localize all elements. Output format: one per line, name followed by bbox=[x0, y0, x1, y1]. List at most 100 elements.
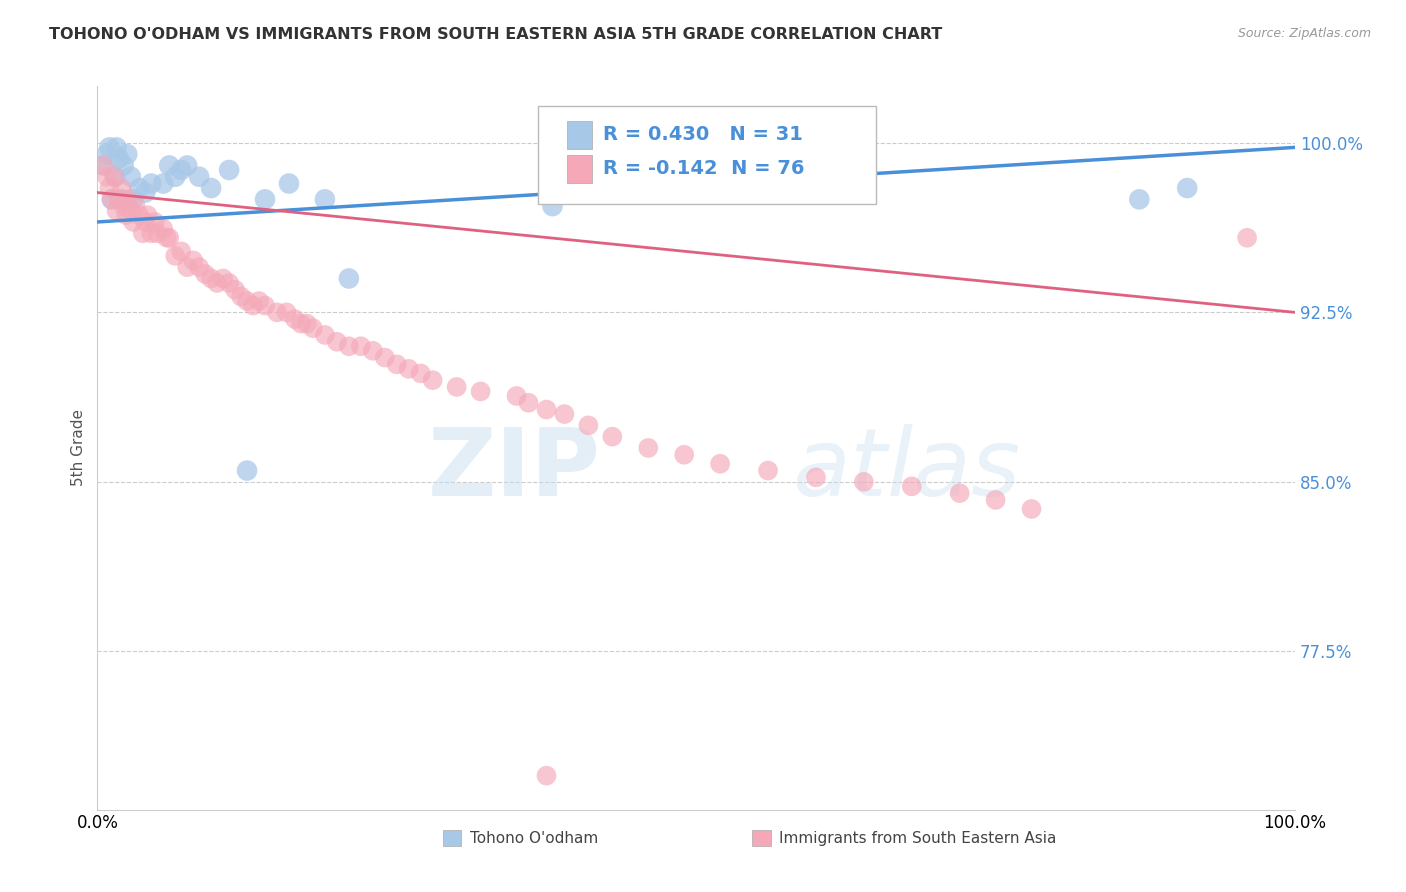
Point bbox=[152, 177, 174, 191]
Point bbox=[110, 192, 132, 206]
Point bbox=[200, 181, 222, 195]
Point bbox=[253, 192, 276, 206]
Point bbox=[236, 464, 259, 478]
Point bbox=[266, 305, 288, 319]
Point bbox=[117, 192, 139, 206]
Text: TOHONO O'ODHAM VS IMMIGRANTS FROM SOUTH EASTERN ASIA 5TH GRADE CORRELATION CHART: TOHONO O'ODHAM VS IMMIGRANTS FROM SOUTH … bbox=[49, 27, 942, 42]
Point bbox=[756, 464, 779, 478]
Point bbox=[141, 177, 163, 191]
Point bbox=[176, 158, 198, 172]
Point bbox=[470, 384, 492, 399]
Point bbox=[673, 448, 696, 462]
Point bbox=[350, 339, 373, 353]
Point bbox=[194, 267, 217, 281]
Point bbox=[96, 147, 118, 161]
Point bbox=[112, 158, 135, 172]
Point bbox=[398, 362, 420, 376]
Point bbox=[98, 181, 121, 195]
Point bbox=[637, 441, 659, 455]
Point bbox=[290, 317, 312, 331]
Point bbox=[115, 208, 138, 222]
Point bbox=[314, 192, 336, 206]
Point bbox=[128, 181, 150, 195]
Point bbox=[176, 260, 198, 275]
Point bbox=[112, 199, 135, 213]
Point bbox=[253, 299, 276, 313]
Point bbox=[278, 177, 301, 191]
Y-axis label: 5th Grade: 5th Grade bbox=[72, 409, 86, 486]
Point bbox=[122, 215, 145, 229]
Point bbox=[900, 479, 922, 493]
Point bbox=[1128, 192, 1150, 206]
Point bbox=[949, 486, 972, 500]
Point bbox=[1175, 181, 1198, 195]
Point bbox=[120, 169, 142, 184]
Point bbox=[374, 351, 396, 365]
Point bbox=[505, 389, 527, 403]
Text: Tohono O'odham: Tohono O'odham bbox=[470, 830, 598, 846]
Point bbox=[105, 203, 128, 218]
Point bbox=[242, 299, 264, 313]
Point bbox=[576, 418, 599, 433]
Point bbox=[98, 140, 121, 154]
Point bbox=[188, 260, 211, 275]
Point bbox=[536, 402, 558, 417]
Text: Source: ZipAtlas.com: Source: ZipAtlas.com bbox=[1237, 27, 1371, 40]
Point bbox=[541, 199, 564, 213]
Point bbox=[446, 380, 468, 394]
Point bbox=[326, 334, 349, 349]
Point bbox=[536, 769, 558, 783]
Text: Immigrants from South Eastern Asia: Immigrants from South Eastern Asia bbox=[779, 830, 1056, 846]
Point bbox=[156, 231, 179, 245]
Point bbox=[110, 181, 132, 195]
Point bbox=[141, 226, 163, 240]
Point bbox=[247, 294, 270, 309]
Point bbox=[134, 186, 156, 200]
Point bbox=[104, 169, 127, 184]
Point bbox=[105, 140, 128, 154]
Point bbox=[122, 192, 145, 206]
Point bbox=[218, 163, 240, 178]
Point bbox=[236, 294, 259, 309]
Point bbox=[136, 208, 159, 222]
Point bbox=[132, 226, 155, 240]
Text: atlas: atlas bbox=[792, 424, 1021, 516]
Text: R = -0.142  N = 76: R = -0.142 N = 76 bbox=[603, 160, 804, 178]
Point bbox=[103, 169, 125, 184]
Point bbox=[170, 163, 193, 178]
Point bbox=[302, 321, 325, 335]
Point bbox=[295, 317, 318, 331]
Point bbox=[157, 231, 180, 245]
Point bbox=[117, 147, 139, 161]
Point bbox=[276, 305, 298, 319]
Point bbox=[1021, 502, 1043, 516]
Point bbox=[314, 328, 336, 343]
Point bbox=[422, 373, 444, 387]
Point bbox=[108, 152, 131, 166]
Point bbox=[91, 158, 114, 172]
Point bbox=[181, 253, 204, 268]
Point bbox=[205, 276, 228, 290]
Text: R = 0.430   N = 31: R = 0.430 N = 31 bbox=[603, 126, 803, 145]
Point bbox=[165, 249, 187, 263]
Point bbox=[91, 158, 114, 172]
Point bbox=[128, 208, 150, 222]
Point bbox=[409, 367, 432, 381]
Point bbox=[337, 339, 360, 353]
Point bbox=[96, 169, 118, 184]
Point bbox=[361, 343, 384, 358]
Point bbox=[134, 215, 156, 229]
Point bbox=[170, 244, 193, 259]
Point bbox=[108, 192, 131, 206]
Point bbox=[200, 271, 222, 285]
Point bbox=[146, 226, 169, 240]
Point bbox=[157, 158, 180, 172]
Point bbox=[229, 289, 252, 303]
Point bbox=[385, 357, 408, 371]
Point bbox=[143, 215, 166, 229]
Point bbox=[804, 470, 827, 484]
Point bbox=[517, 396, 540, 410]
Point bbox=[124, 199, 146, 213]
Point bbox=[120, 203, 142, 218]
Text: ZIP: ZIP bbox=[427, 424, 600, 516]
